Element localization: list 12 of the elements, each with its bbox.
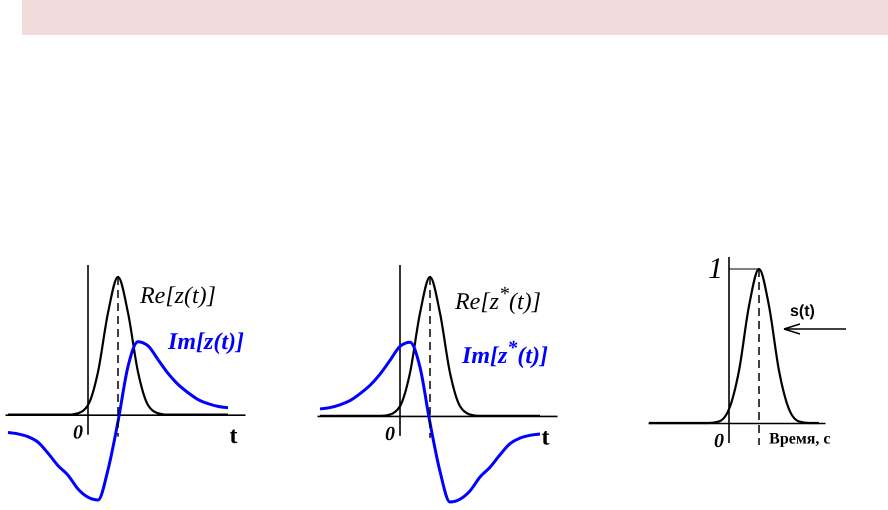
x-axis-title: t bbox=[542, 424, 550, 450]
text: 0 bbox=[714, 430, 724, 452]
x-axis-title: Время, с bbox=[769, 430, 830, 448]
series-label: Re[z(t)] bbox=[140, 283, 216, 309]
series-label: Im[z(t)] bbox=[168, 329, 244, 355]
x-axis-title: t bbox=[230, 423, 238, 450]
series-label: Im[z$^{*}$(t)] bbox=[462, 337, 548, 369]
series-label: Re[z$^{*}$(t)] bbox=[455, 283, 541, 315]
series-label: s(t) bbox=[790, 303, 815, 320]
annotation: 1 bbox=[708, 252, 723, 285]
annotation: 0 bbox=[73, 422, 83, 444]
annotation: 0 bbox=[385, 422, 395, 445]
